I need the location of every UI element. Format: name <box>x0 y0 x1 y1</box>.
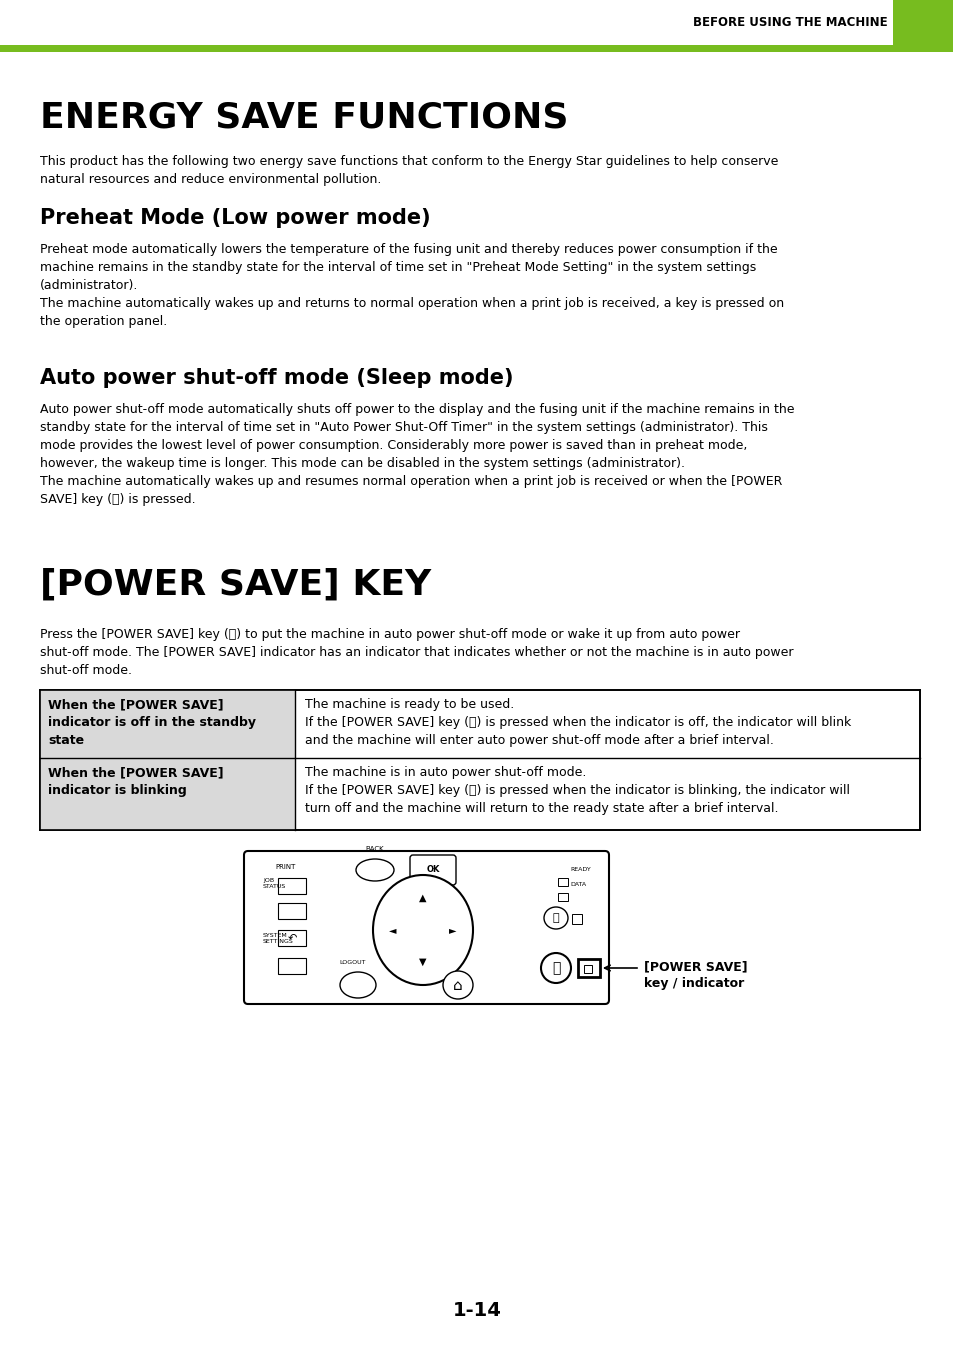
Text: [POWER SAVE]
key / indicator: [POWER SAVE] key / indicator <box>643 960 747 990</box>
Text: 1-14: 1-14 <box>452 1300 501 1319</box>
Ellipse shape <box>339 972 375 998</box>
Text: Preheat mode automatically lowers the temperature of the fusing unit and thereby: Preheat mode automatically lowers the te… <box>40 243 783 328</box>
Text: [POWER SAVE] KEY: [POWER SAVE] KEY <box>40 568 431 602</box>
Bar <box>578 958 599 977</box>
Bar <box>0 45 953 53</box>
Bar <box>40 690 919 830</box>
Ellipse shape <box>355 859 394 882</box>
Text: ▲: ▲ <box>418 892 426 903</box>
Text: Preheat Mode (Low power mode): Preheat Mode (Low power mode) <box>40 208 430 228</box>
Text: BACK: BACK <box>365 846 384 852</box>
Ellipse shape <box>543 907 567 929</box>
Text: Auto power shut-off mode (Sleep mode): Auto power shut-off mode (Sleep mode) <box>40 369 513 387</box>
Bar <box>892 0 953 53</box>
Text: LOGOUT: LOGOUT <box>339 960 366 965</box>
FancyBboxPatch shape <box>244 850 608 1004</box>
Text: ►: ► <box>449 925 456 936</box>
Text: Press the [POWER SAVE] key (Ⓐ) to put the machine in auto power shut-off mode or: Press the [POWER SAVE] key (Ⓐ) to put th… <box>40 628 793 676</box>
Text: The machine is ready to be used.
If the [POWER SAVE] key (Ⓐ) is pressed when the: The machine is ready to be used. If the … <box>305 698 850 747</box>
Bar <box>558 878 567 886</box>
Bar <box>277 878 306 894</box>
Ellipse shape <box>442 971 473 999</box>
Bar <box>277 930 306 946</box>
Bar <box>277 958 306 973</box>
Text: When the [POWER SAVE]
indicator is blinking: When the [POWER SAVE] indicator is blink… <box>48 765 223 796</box>
Text: PRINT: PRINT <box>274 864 295 869</box>
Text: ⏻: ⏻ <box>551 961 559 975</box>
Text: ◄: ◄ <box>389 925 396 936</box>
Text: When the [POWER SAVE]
indicator is off in the standby
state: When the [POWER SAVE] indicator is off i… <box>48 698 255 747</box>
Text: This product has the following two energy save functions that conform to the Ene: This product has the following two energ… <box>40 155 778 186</box>
Text: READY: READY <box>569 867 590 872</box>
Text: ▼: ▼ <box>418 957 426 967</box>
Text: ⌂: ⌂ <box>453 977 462 992</box>
Bar <box>572 914 581 923</box>
Text: OK: OK <box>426 865 439 875</box>
Ellipse shape <box>540 953 571 983</box>
Text: Auto power shut-off mode automatically shuts off power to the display and the fu: Auto power shut-off mode automatically s… <box>40 404 794 506</box>
Bar <box>277 903 306 919</box>
Text: BEFORE USING THE MACHINE: BEFORE USING THE MACHINE <box>693 15 887 28</box>
Bar <box>40 690 294 757</box>
Text: DATA: DATA <box>569 882 585 887</box>
Ellipse shape <box>373 875 473 986</box>
Text: The machine is in auto power shut-off mode.
If the [POWER SAVE] key (Ⓐ) is press: The machine is in auto power shut-off mo… <box>305 765 849 815</box>
Bar <box>40 757 294 830</box>
Text: ENERGY SAVE FUNCTIONS: ENERGY SAVE FUNCTIONS <box>40 100 568 134</box>
Text: ↶: ↶ <box>287 933 296 944</box>
Bar <box>558 892 567 900</box>
Bar <box>583 965 592 973</box>
Text: ⏻: ⏻ <box>552 913 558 923</box>
FancyBboxPatch shape <box>410 855 456 886</box>
Text: SYSTEM
SETTINGS: SYSTEM SETTINGS <box>263 933 294 944</box>
Text: JOB
STATUS: JOB STATUS <box>263 879 286 890</box>
